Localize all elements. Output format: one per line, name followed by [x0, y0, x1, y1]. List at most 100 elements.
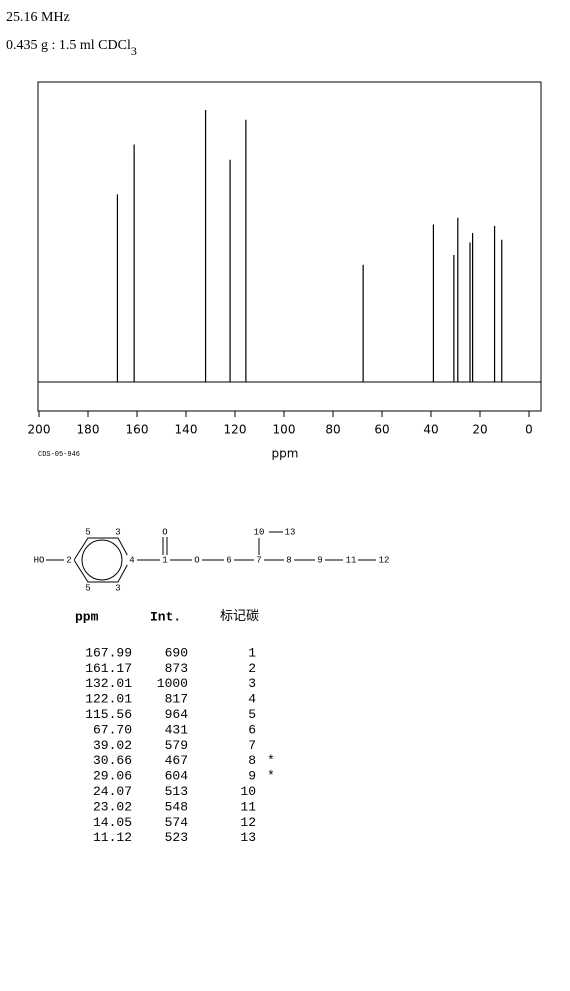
frequency: 25.16 MHz: [6, 10, 70, 25]
atom-label: 2: [66, 555, 71, 565]
table-cell: 5: [248, 707, 256, 722]
table-cell: 13: [240, 830, 256, 845]
table-cell: 964: [165, 707, 189, 722]
table-cell: 30.66: [93, 753, 132, 768]
label-bg: [192, 555, 202, 565]
atom-label: 5: [85, 583, 90, 593]
x-tick-label: 80: [325, 423, 340, 437]
table-cell: 115.56: [85, 707, 132, 722]
label-bg: [83, 527, 93, 537]
atom-label: 4: [129, 555, 134, 565]
table-cell: 8: [248, 753, 256, 768]
atom-label: 8: [286, 555, 291, 565]
x-tick-label: 160: [126, 423, 149, 437]
table-cell: 6: [248, 722, 256, 737]
table-cell: 24.07: [93, 784, 132, 799]
label-bg: [127, 555, 137, 565]
label-bg: [113, 527, 123, 537]
sample: 0.435 g : 1.5 ml CDCl3: [6, 38, 137, 58]
structure: HO 2 5 3 4 5 3 1 O O 6 7 10 13 8 9 11 12: [34, 527, 390, 593]
atom-label: 3: [115, 527, 120, 537]
table-cell: 467: [165, 753, 188, 768]
table-cell: 10: [240, 784, 256, 799]
table-cell: 67.70: [93, 722, 132, 737]
label-bg: [346, 555, 356, 565]
atom-label: 12: [379, 555, 390, 565]
x-tick-label: 100: [273, 423, 296, 437]
table-cell: 7: [248, 738, 256, 753]
table-cell: 167.99: [85, 645, 132, 660]
spectrum-code: CDS-05-946: [38, 451, 80, 459]
x-tick-label: 200: [28, 423, 51, 437]
label-bg: [315, 555, 325, 565]
table-cell: *: [267, 753, 275, 768]
table-cell: 3: [248, 676, 256, 691]
plot-frame: [37, 81, 542, 412]
label-bg: [379, 555, 389, 565]
atom-label: O: [162, 527, 167, 537]
atom-label: 11: [346, 555, 357, 565]
table-cell: 12: [240, 815, 256, 830]
table-cell: 11: [240, 799, 256, 814]
table-cell: 29.06: [93, 769, 132, 784]
label-bg: [224, 555, 234, 565]
atom-label: 7: [256, 555, 261, 565]
table-cell: *: [267, 769, 275, 784]
x-axis-label: ppm: [272, 447, 299, 461]
atom-label: 9: [317, 555, 322, 565]
table-cell: 817: [165, 692, 188, 707]
table-cell: 513: [165, 784, 188, 799]
table-cell: 122.01: [85, 692, 132, 707]
label-bg: [160, 527, 170, 537]
atom-label: O: [194, 555, 199, 565]
table-cell: 39.02: [93, 738, 132, 753]
table-header: ppm: [75, 609, 99, 624]
table-header: 标记碳: [220, 608, 259, 623]
table-cell: 1000: [157, 676, 188, 691]
ring-circle: [81, 539, 123, 581]
table-cell: 574: [165, 815, 189, 830]
label-bg: [284, 555, 294, 565]
x-tick-label: 180: [77, 423, 100, 437]
atom-label: 10: [254, 527, 265, 537]
table-cell: 1: [248, 645, 256, 660]
table-cell: 873: [165, 661, 188, 676]
x-tick-label: 140: [175, 423, 198, 437]
table-header: Int.: [150, 609, 181, 624]
table-cell: 11.12: [93, 830, 132, 845]
table-cell: 161.17: [85, 661, 132, 676]
table-cell: 431: [165, 722, 189, 737]
sample-subscript: 3: [131, 44, 137, 58]
table-cell: 132.01: [85, 676, 132, 691]
table-cell: 9: [248, 769, 256, 784]
x-tick-label: 0: [525, 423, 533, 437]
atom-label: 3: [115, 583, 120, 593]
atom-label: 13: [285, 527, 296, 537]
label-bg: [254, 555, 264, 565]
sample-text: 0.435 g : 1.5 ml CDCl: [6, 38, 131, 53]
table-cell: 4: [248, 692, 256, 707]
label-bg: [64, 555, 74, 565]
x-tick-label: 120: [224, 423, 247, 437]
x-tick-label: 60: [374, 423, 389, 437]
label-bg: [113, 583, 123, 593]
label-bg: [160, 555, 170, 565]
label-bg: [285, 527, 295, 537]
atom-label: HO: [34, 555, 45, 565]
x-tick-label: 40: [423, 423, 438, 437]
label-bg: [83, 583, 93, 593]
table-cell: 23.02: [93, 799, 132, 814]
table-cell: 690: [165, 645, 188, 660]
label-bg: [254, 527, 264, 537]
table-cell: 2: [248, 661, 256, 676]
table-cell: 548: [165, 799, 188, 814]
table-cell: 604: [165, 769, 189, 784]
atom-label: 5: [85, 527, 90, 537]
atom-label: 6: [226, 555, 231, 565]
table-cell: 523: [165, 830, 188, 845]
atom-label: 1: [162, 555, 167, 565]
table-cell: 14.05: [93, 815, 132, 830]
x-tick-label: 20: [472, 423, 487, 437]
